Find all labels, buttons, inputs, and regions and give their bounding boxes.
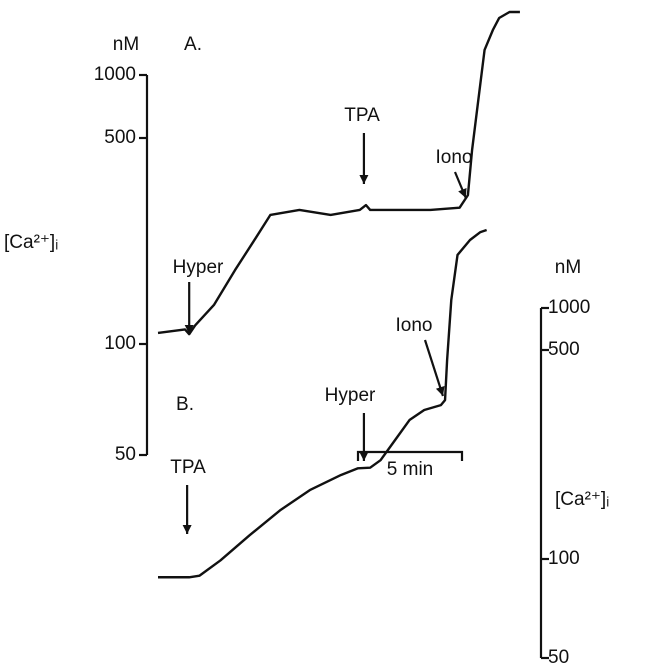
scale-bar (356, 450, 464, 461)
y-tick-label: 500 (548, 339, 580, 360)
trace (158, 228, 488, 579)
arrow-head (359, 175, 369, 184)
scale-bar-label: 5 min (387, 459, 433, 480)
arrow-head (184, 325, 194, 334)
annotation: TPA (344, 105, 380, 126)
panel-label: A. (184, 34, 202, 55)
arrow (423, 339, 445, 397)
y-axis-label: [Ca²⁺]ᵢ (555, 489, 609, 510)
y-unit: nM (555, 257, 581, 278)
arrow-head (359, 452, 369, 461)
annotation: Iono (396, 315, 433, 336)
arrow-head (182, 525, 192, 534)
arrow-head (458, 187, 467, 198)
y-tick-label: 1000 (548, 297, 590, 318)
y-tick-label: 50 (548, 647, 569, 668)
arrow-head (435, 386, 445, 396)
y-tick-label: 500 (104, 127, 136, 148)
annotation: Iono (436, 147, 473, 168)
y-unit: nM (113, 34, 139, 55)
y-tick-label: 1000 (94, 64, 136, 85)
trace (157, 10, 520, 336)
y-tick-label: 100 (104, 333, 136, 354)
annotation: Hyper (325, 385, 376, 406)
panel-label: B. (176, 394, 194, 415)
annotation: Hyper (173, 257, 224, 278)
y-tick-label: 100 (548, 548, 580, 569)
y-tick-label: 50 (115, 444, 136, 465)
y-axis-label: [Ca²⁺]ᵢ (4, 232, 58, 253)
annotation: TPA (170, 457, 206, 478)
